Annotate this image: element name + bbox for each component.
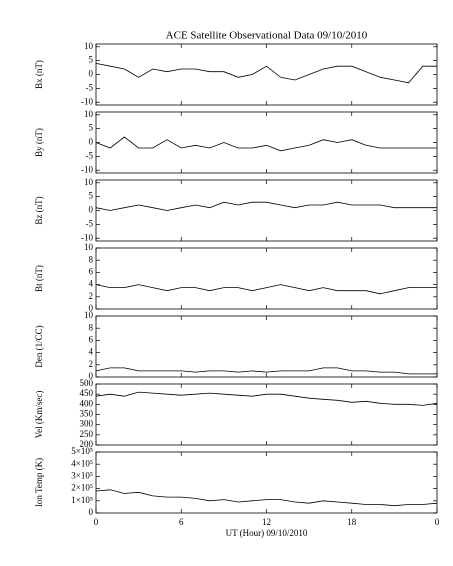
data-line xyxy=(95,367,437,375)
y-tick-label: 2 xyxy=(89,359,94,369)
y-tick-label: -5 xyxy=(86,82,94,92)
y-tick-label: 0 xyxy=(89,371,94,381)
y-tick-label: 10 xyxy=(84,177,94,187)
x-tick-label: 6 xyxy=(179,517,184,527)
y-tick-label: 10 xyxy=(84,41,94,51)
y-tick-label: 6 xyxy=(89,266,94,276)
panel-frame xyxy=(95,111,438,174)
y-tick-label: 0 xyxy=(89,303,94,313)
y-tick-label: 6 xyxy=(89,334,94,344)
chart-title: ACE Satellite Observational Data 09/10/2… xyxy=(166,30,368,42)
y-tick-label: 500 xyxy=(80,378,94,388)
y-axis-label: Bx (nT) xyxy=(34,60,44,89)
data-line xyxy=(95,284,437,295)
panel-frame xyxy=(95,315,438,378)
y-tick-label: 4×10⁵ xyxy=(71,458,93,468)
panel-frame xyxy=(95,247,438,310)
y-axis-label: Bt (nT) xyxy=(34,265,44,292)
y-tick-label: 3×10⁵ xyxy=(71,470,93,480)
x-tick-label: 12 xyxy=(262,517,271,527)
y-tick-label: 10 xyxy=(84,310,94,320)
y-tick-label: 10 xyxy=(84,242,94,252)
y-tick-label: 0 xyxy=(89,137,94,147)
y-tick-label: 450 xyxy=(80,388,94,398)
y-tick-label: 200 xyxy=(80,439,94,449)
x-tick-label: 0 xyxy=(94,517,99,527)
y-tick-label: -5 xyxy=(86,218,94,228)
y-tick-label: 0 xyxy=(89,69,94,79)
y-axis-label: Bz (nT) xyxy=(34,196,44,224)
y-tick-label: 4 xyxy=(89,279,94,289)
y-tick-label: 1×10⁵ xyxy=(71,495,93,505)
panel-frame xyxy=(95,451,438,514)
y-tick-label: 8 xyxy=(89,254,94,264)
y-tick-label: 4 xyxy=(89,347,94,357)
y-tick-label: 5 xyxy=(89,191,94,201)
y-axis-label: Vel (Km/sec) xyxy=(34,391,44,439)
panel-frame xyxy=(95,383,438,446)
x-tick-label: 0 xyxy=(435,517,440,527)
panel-frame xyxy=(95,43,438,106)
y-tick-label: 300 xyxy=(80,419,94,429)
y-tick-label: -10 xyxy=(81,164,93,174)
y-axis-label: Den (1/CC) xyxy=(34,325,44,367)
data-line xyxy=(95,489,438,507)
x-axis-label: UT (Hour) 09/10/2010 xyxy=(226,528,308,538)
y-tick-label: 5 xyxy=(89,55,94,65)
y-tick-label: 350 xyxy=(80,409,94,419)
data-line xyxy=(95,201,437,211)
data-line xyxy=(95,391,438,406)
y-axis-label: By (nT) xyxy=(34,128,44,157)
data-line xyxy=(95,136,437,152)
y-tick-label: 400 xyxy=(80,398,94,408)
y-tick-label: 0 xyxy=(89,205,94,215)
y-tick-label: 2 xyxy=(89,291,94,301)
y-tick-label: 5 xyxy=(89,123,94,133)
y-tick-label: 2×10⁵ xyxy=(71,483,93,493)
y-axis-label: Ion Temp (K) xyxy=(34,458,44,507)
y-tick-label: 10 xyxy=(84,109,94,119)
panel-frame xyxy=(95,179,438,242)
data-line xyxy=(95,63,437,84)
y-tick-label: -10 xyxy=(81,96,93,106)
x-tick-label: 18 xyxy=(347,517,357,527)
y-tick-label: 0 xyxy=(89,507,94,517)
y-tick-label: -5 xyxy=(86,150,94,160)
y-tick-label: 8 xyxy=(89,322,94,332)
y-tick-label: -10 xyxy=(81,232,93,242)
y-tick-label: 5×10⁵ xyxy=(71,446,93,456)
y-tick-label: 250 xyxy=(80,429,94,439)
